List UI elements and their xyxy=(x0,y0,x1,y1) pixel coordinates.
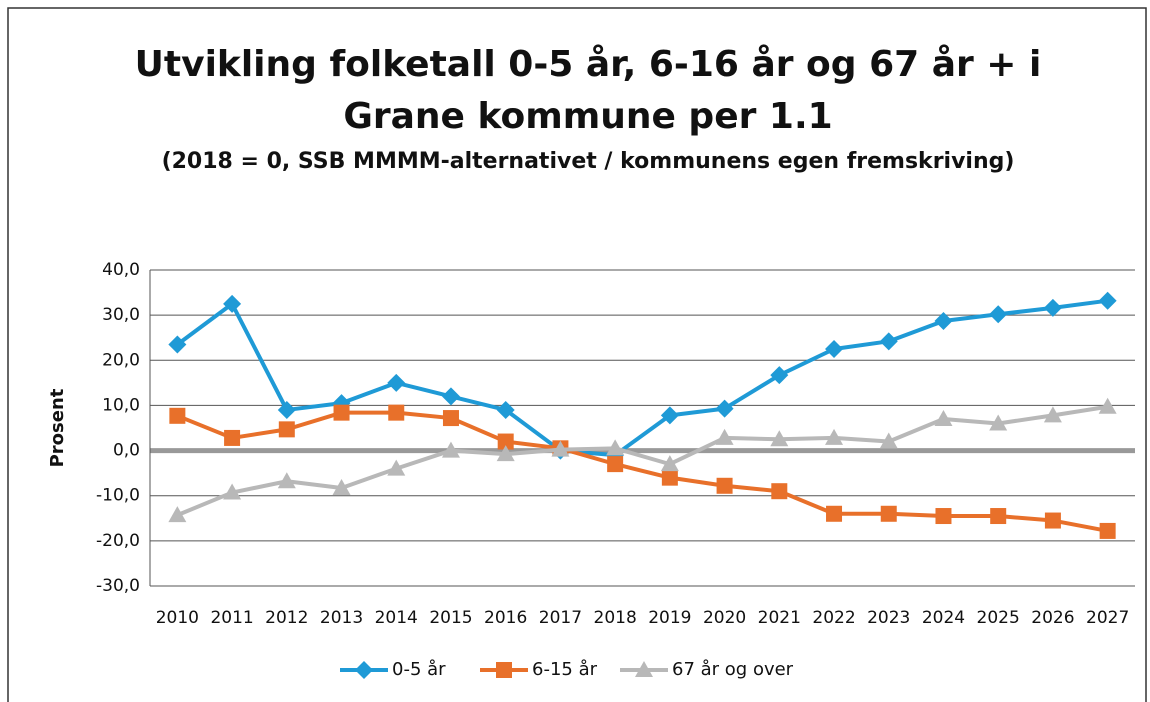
marker xyxy=(551,440,570,457)
marker xyxy=(934,312,953,331)
x-tick-label: 2026 xyxy=(1031,608,1074,628)
marker xyxy=(1043,298,1062,317)
x-tick-label: 2012 xyxy=(265,608,308,628)
marker xyxy=(387,373,406,392)
x-tick-label: 2027 xyxy=(1086,608,1129,628)
marker xyxy=(770,366,789,385)
marker xyxy=(1043,406,1062,423)
chart-title: Utvikling folketall 0-5 år, 6-16 år og 6… xyxy=(135,44,1042,85)
x-tick-label: 2015 xyxy=(429,608,472,628)
marker xyxy=(278,421,295,438)
marker xyxy=(388,404,405,421)
marker xyxy=(879,432,898,449)
marker xyxy=(387,459,406,476)
series-line xyxy=(176,298,1108,458)
marker xyxy=(333,404,350,421)
marker xyxy=(934,409,953,426)
marker xyxy=(660,455,679,472)
marker xyxy=(1098,291,1117,310)
marker xyxy=(635,661,653,677)
y-tick-label: 0,0 xyxy=(113,441,140,461)
series-line xyxy=(176,404,1108,517)
x-tick-label: 2025 xyxy=(977,608,1020,628)
legend-label: 6-15 år xyxy=(532,659,598,680)
y-tick-label: -30,0 xyxy=(96,576,140,596)
x-tick-label: 2010 xyxy=(156,608,199,628)
series-line xyxy=(176,410,1109,533)
marker xyxy=(497,433,514,450)
marker xyxy=(661,469,678,486)
y-axis-label: Prosent xyxy=(47,388,68,467)
y-tick-label: 40,0 xyxy=(102,260,140,280)
x-tick-label: 2022 xyxy=(812,608,855,628)
marker xyxy=(496,662,512,678)
marker xyxy=(496,400,515,419)
marker xyxy=(1098,397,1117,414)
chart-border xyxy=(7,7,1147,702)
marker xyxy=(990,508,1007,525)
marker xyxy=(770,430,789,447)
x-tick-label: 2023 xyxy=(867,608,910,628)
legend-item: 0-5 år xyxy=(340,659,446,680)
x-tick-label: 2013 xyxy=(320,608,363,628)
marker xyxy=(606,439,625,456)
marker xyxy=(935,508,952,525)
marker xyxy=(715,399,734,418)
x-tick-label: 2011 xyxy=(210,608,253,628)
marker xyxy=(989,305,1008,324)
x-tick-label: 2017 xyxy=(539,608,582,628)
marker xyxy=(880,505,897,522)
marker xyxy=(223,294,242,313)
marker xyxy=(169,407,186,424)
marker xyxy=(825,340,844,358)
marker xyxy=(442,410,459,427)
chart-title: Grane kommune per 1.1 xyxy=(343,96,832,137)
legend-label: 67 år og over xyxy=(672,659,794,680)
marker xyxy=(989,414,1008,431)
x-tick-label: 2021 xyxy=(758,608,801,628)
marker xyxy=(277,400,296,419)
marker xyxy=(496,445,515,462)
legend-item: 6-15 år xyxy=(480,659,598,680)
marker xyxy=(660,406,679,425)
marker xyxy=(223,483,242,500)
marker xyxy=(607,456,624,473)
marker xyxy=(224,429,241,446)
x-tick-label: 2020 xyxy=(703,608,746,628)
marker xyxy=(1099,522,1116,539)
marker xyxy=(771,483,788,500)
y-tick-label: -10,0 xyxy=(96,486,140,506)
y-tick-label: 10,0 xyxy=(102,395,140,415)
x-tick-label: 2016 xyxy=(484,608,527,628)
marker xyxy=(168,335,187,354)
x-tick-label: 2014 xyxy=(375,608,418,628)
marker xyxy=(441,387,460,406)
marker xyxy=(715,428,734,445)
marker xyxy=(1044,512,1061,529)
y-tick-label: 30,0 xyxy=(102,305,140,325)
marker xyxy=(879,332,898,351)
marker xyxy=(355,661,373,679)
chart-subtitle: (2018 = 0, SSB MMMM-alternativet / kommu… xyxy=(162,149,1015,174)
marker xyxy=(826,505,843,522)
marker xyxy=(825,428,844,445)
marker xyxy=(277,472,296,489)
marker xyxy=(332,479,351,496)
marker xyxy=(441,441,460,458)
x-tick-label: 2019 xyxy=(648,608,691,628)
x-tick-label: 2018 xyxy=(594,608,637,628)
legend-label: 0-5 år xyxy=(392,659,446,680)
x-tick-label: 2024 xyxy=(922,608,965,628)
y-tick-label: -20,0 xyxy=(96,531,140,551)
legend-item: 67 år og over xyxy=(620,659,794,680)
marker xyxy=(168,506,187,523)
y-tick-label: 20,0 xyxy=(102,350,140,370)
marker xyxy=(716,477,733,494)
